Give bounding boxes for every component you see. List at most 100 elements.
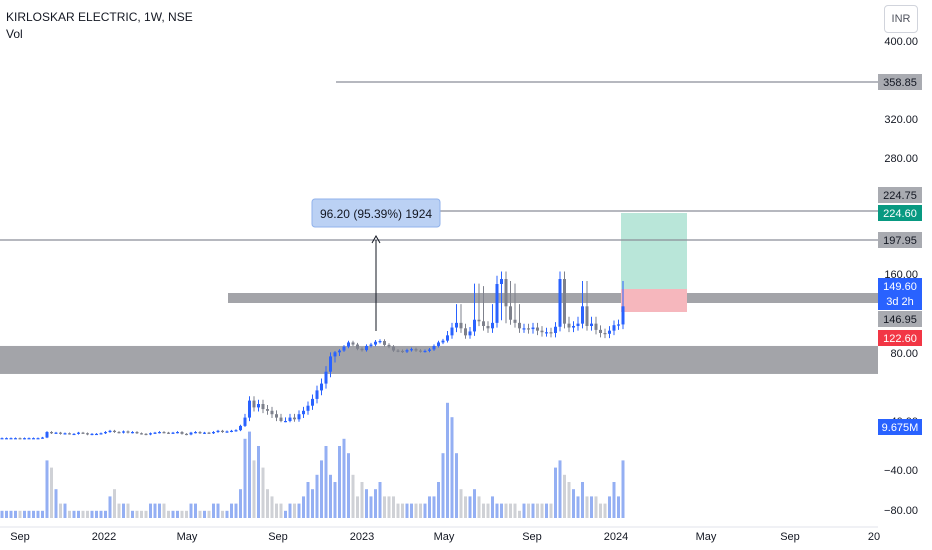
volume-bar [599, 503, 602, 518]
candle-body [482, 321, 485, 326]
candle-body [81, 432, 85, 434]
volume-bar [306, 482, 310, 518]
volume-bar [378, 482, 382, 518]
candle-body [198, 432, 202, 434]
volume-bar [270, 496, 274, 518]
volume-bar [428, 496, 431, 518]
candle-body [270, 410, 274, 415]
candle-body [581, 306, 584, 324]
candle-body [180, 432, 184, 434]
candle-body [401, 350, 404, 353]
time-tick-label: 2022 [92, 531, 116, 543]
candle-body [396, 350, 400, 352]
volume-bar [459, 489, 463, 518]
currency-button[interactable]: INR [884, 5, 918, 33]
volume-bar [338, 446, 341, 518]
volume-bar [482, 503, 485, 518]
candle-body [68, 433, 71, 435]
volume-bar [518, 510, 521, 518]
chart-title: KIRLOSKAR ELECTRIC, 1W, NSE [6, 10, 193, 24]
volume-bar [567, 482, 571, 518]
candle-body [176, 432, 179, 434]
candle-body [563, 279, 566, 324]
volume-bar [126, 503, 130, 518]
volume-bar [401, 503, 404, 518]
candle-body [599, 329, 602, 334]
candle-body [455, 322, 458, 328]
candle-body [59, 432, 62, 434]
volume-bar [612, 482, 616, 518]
candle-body [500, 279, 503, 284]
candle-body [590, 323, 593, 326]
candle-body [509, 306, 512, 320]
price-tick-label: 280.00 [884, 153, 918, 165]
candle-body [50, 432, 53, 434]
candle-body [473, 319, 476, 332]
candle-body [230, 430, 233, 432]
candle-body [387, 344, 391, 347]
candle-body [405, 350, 409, 352]
candle-body [279, 417, 283, 421]
candle-body [32, 438, 35, 440]
candle-body [207, 432, 211, 434]
volume-bar [392, 496, 395, 518]
volume-bar [50, 467, 53, 518]
candle-body [572, 325, 575, 328]
candle-body [464, 328, 467, 336]
candle-body [311, 398, 314, 406]
volume-bar [203, 510, 206, 518]
volume-indicator-label[interactable]: Vol [6, 27, 23, 41]
volume-bar [423, 503, 427, 518]
volume-bar [113, 489, 116, 518]
volume-bar [99, 510, 103, 518]
candle-body [41, 437, 44, 439]
volume-bar [464, 496, 467, 518]
volume-bar [311, 489, 314, 518]
candle-body [527, 328, 530, 330]
time-tick-label: 20 [868, 531, 880, 543]
volume-bar [68, 510, 71, 518]
candle-body [293, 417, 296, 420]
candle-body [383, 341, 386, 345]
price-label-224-75-bg [878, 187, 922, 203]
volume-bar [243, 438, 247, 518]
volume-bar [333, 482, 337, 518]
volume-bar [207, 510, 211, 518]
candle-body [491, 322, 494, 329]
chart-legend: KIRLOSKAR ELECTRIC, 1W, NSE Vol [6, 9, 193, 43]
volume-bar [149, 503, 152, 518]
volume-bar [608, 496, 611, 518]
price-label-198-bg [878, 232, 922, 248]
volume-bar [342, 438, 346, 518]
candle-body [126, 431, 130, 433]
price-tick-label: 320.00 [884, 114, 918, 126]
volume-bar [545, 503, 548, 518]
volume-bar [581, 482, 584, 518]
candle-body [410, 349, 413, 351]
volume-bar [81, 510, 85, 518]
candle-body [95, 433, 98, 436]
candle-body [603, 333, 607, 335]
volume-bar [54, 489, 58, 518]
candle-body [288, 417, 292, 421]
position-stop-area [621, 289, 687, 312]
candle-body [594, 323, 598, 330]
candle-body [567, 323, 571, 328]
candle-body [423, 350, 427, 353]
candle-body [140, 433, 143, 435]
volume-bar [158, 503, 161, 518]
volume-bar [450, 417, 454, 518]
candle-body [252, 400, 256, 408]
candle-body [203, 432, 206, 434]
candle-body [14, 438, 17, 440]
volume-bar [509, 503, 512, 518]
candle-body [167, 432, 170, 434]
candle-body [275, 414, 278, 418]
volume-bar [261, 467, 265, 518]
volume-bar [194, 503, 197, 518]
candle-body [36, 438, 40, 440]
candle-body [428, 349, 431, 351]
volume-bar [14, 510, 17, 518]
time-tick-label: Sep [268, 531, 288, 543]
